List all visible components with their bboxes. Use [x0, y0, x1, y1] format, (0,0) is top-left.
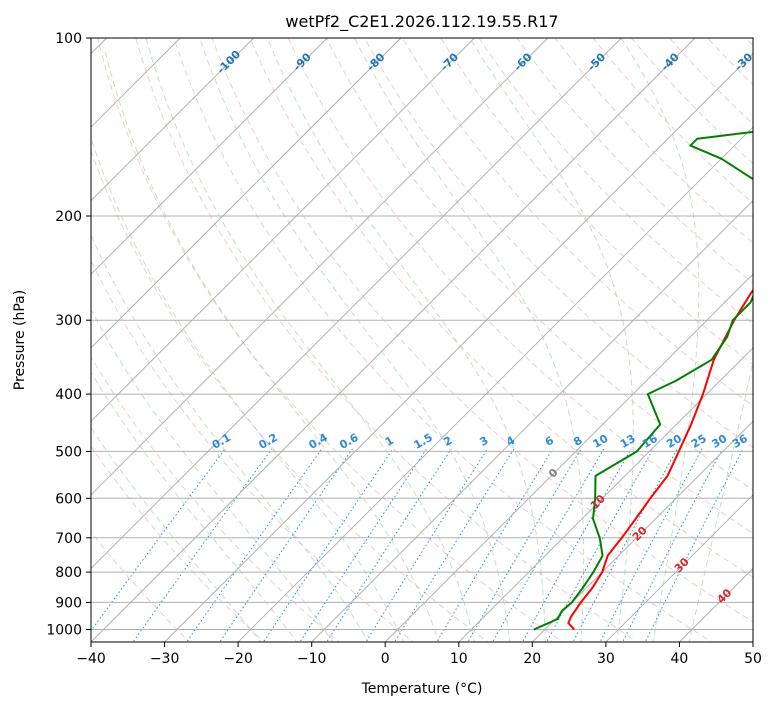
x-tick-label: −10	[297, 651, 327, 667]
isotherm-line	[91, 38, 475, 423]
x-tick-label: −30	[150, 651, 180, 667]
isotherm-line	[384, 273, 753, 642]
mixing-ratio-line	[326, 448, 452, 642]
dry-adiabat	[91, 149, 489, 642]
x-tick-label: 40	[670, 651, 688, 667]
profile-lines	[533, 130, 753, 631]
axes: −40 −30 −20 −10 0 10 20 30 40 50 1000 900 800 700 600 5…	[46, 31, 762, 667]
y-tick-label: 800	[55, 565, 82, 581]
y-tick-label: 1000	[46, 623, 82, 639]
mixing-ratio-line	[521, 448, 632, 642]
x-tick-label: 50	[744, 651, 762, 667]
moist-adiabat	[91, 426, 262, 642]
y-tick-label: 900	[55, 595, 82, 611]
x-tick-label: 20	[523, 651, 541, 667]
isotherm-line	[311, 199, 753, 642]
x-tick-label: −40	[76, 651, 106, 667]
isotherm-line	[605, 494, 753, 642]
y-tick-label: 300	[55, 313, 82, 329]
mixing-ratio-line	[185, 448, 323, 642]
mixing-ratio-line	[132, 448, 273, 642]
background-lines	[91, 38, 753, 642]
mixing-ratio-line	[546, 448, 654, 642]
isotherm-line	[91, 38, 402, 349]
y-tick-label: 700	[55, 531, 82, 547]
dry-adiabat	[249, 38, 753, 578]
x-tick-label: −20	[223, 651, 253, 667]
isotherm-line	[164, 52, 753, 642]
mixing-ratio-line	[436, 448, 554, 642]
mixing-ratio-line	[394, 448, 515, 642]
mixing-ratio-line	[622, 448, 723, 642]
isotherm-line	[531, 420, 753, 642]
y-axis-title: Pressure (hPa)	[12, 290, 28, 390]
x-tick-label: 30	[597, 651, 615, 667]
isotherm-line	[91, 38, 696, 642]
y-tick-label: 600	[55, 491, 82, 507]
plot-frame	[90, 37, 754, 643]
isotherm-line	[458, 347, 753, 642]
isotherm-line	[91, 38, 328, 275]
y-tick-label: 500	[55, 444, 82, 460]
moist-adiabat	[91, 371, 298, 642]
y-tick-label: 400	[55, 387, 82, 403]
moist-adiabat	[91, 233, 369, 642]
chart-title: wetPf2_C2E1.2026.112.19.55.R17	[285, 12, 558, 32]
dry-adiabat	[91, 259, 415, 642]
dewpoint-profile	[533, 130, 753, 631]
moist-adiabat	[91, 136, 405, 642]
dry-adiabat	[402, 38, 753, 407]
mixing-ratio-line	[299, 448, 428, 642]
isotherm-line	[91, 38, 255, 202]
mixing-ratio-line	[262, 448, 394, 642]
y-tick-label: 200	[55, 209, 82, 225]
y-tick-label: 100	[55, 31, 82, 47]
isotherm-line	[91, 38, 549, 496]
x-tick-label: 10	[450, 651, 468, 667]
mixing-ratio-line	[365, 448, 488, 642]
dry-adiabat	[325, 38, 753, 491]
dry-adiabat	[287, 38, 753, 534]
isotherm-line	[91, 38, 622, 570]
dry-adiabat	[363, 38, 753, 449]
x-tick-label: 0	[381, 651, 390, 667]
mixing-ratio-line	[219, 448, 353, 642]
isotherm-line	[237, 126, 753, 642]
x-axis-title: Temperature (°C)	[361, 681, 483, 697]
